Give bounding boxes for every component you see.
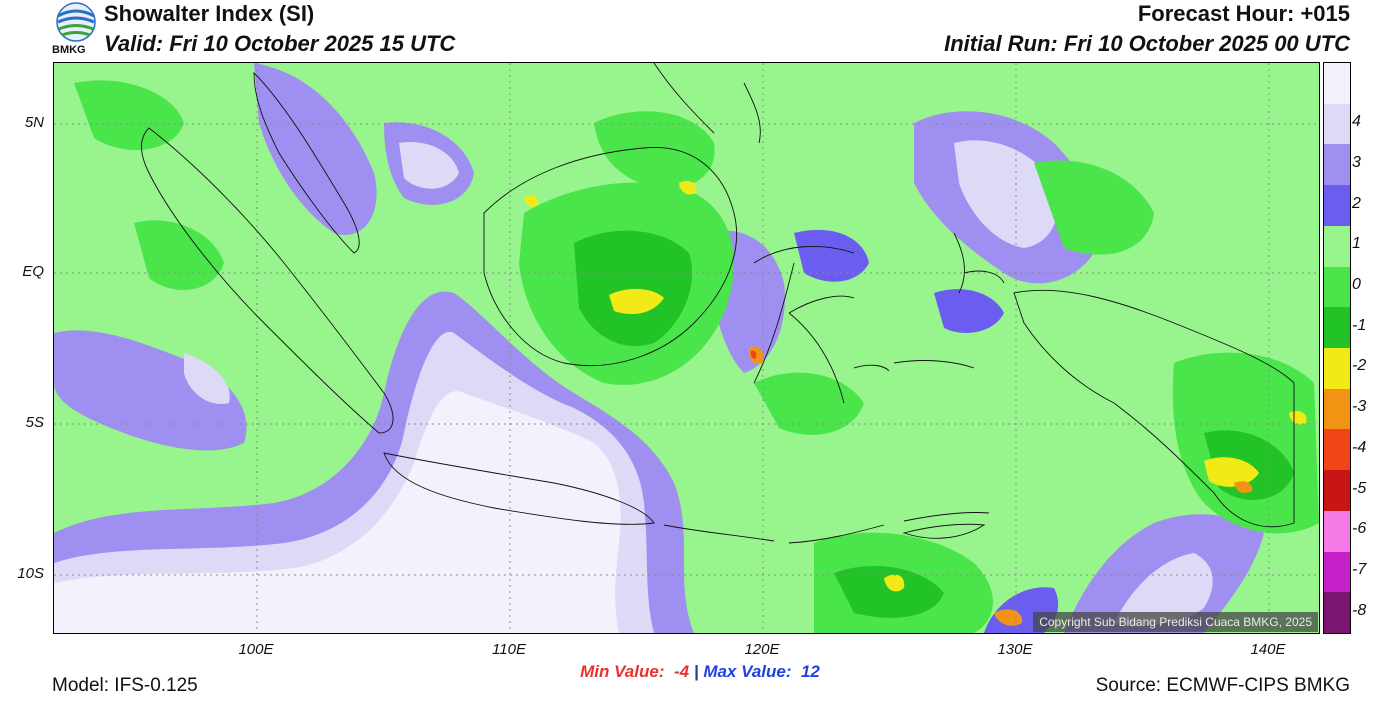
lon-label-120e: 120E [744,641,780,658]
logo-text: BMKG [52,44,86,56]
lon-label-110e: 110E [492,641,526,658]
colorbar-label: 1 [1352,235,1361,253]
coastlines [141,63,1295,544]
colorbar-label: 2 [1352,194,1361,212]
colorbar-segment [1324,551,1350,593]
forecast-hour: Forecast Hour: +015 [1137,1,1350,26]
colorbar-segment [1324,266,1350,308]
colorbar-label: 3 [1352,153,1361,171]
lat-label-5n: 5N [24,114,44,131]
lat-label-eq: EQ [22,263,44,280]
colorbar-segment [1324,144,1350,186]
si-map: Copyright Sub Bidang Prediksi Cuaca BMKG… [53,62,1320,634]
max-value-label: Max Value: [703,662,792,681]
min-value-text: Min Value: -4 [580,662,689,681]
valid-time: Valid: Fri 10 October 2025 15 UTC [104,31,456,56]
colorbar-segment [1324,103,1350,145]
model-label: Model: IFS-0.125 [52,675,198,696]
colorbar-label: -4 [1352,438,1367,456]
lon-label-100e: 100E [238,641,274,658]
chart-title: Showalter Index (SI) [104,1,315,26]
source-label: Source: ECMWF-CIPS BMKG [1095,675,1350,696]
colorbar [1323,62,1351,634]
lat-label-5s: 5S [25,414,44,431]
colorbar-segment [1324,510,1350,553]
colorbar-label: 0 [1352,275,1361,293]
lon-label-130e: 130E [997,641,1033,658]
colorbar-segment [1324,470,1350,512]
colorbar-label: 4 [1352,113,1361,131]
colorbar-label: -6 [1352,520,1367,538]
separator: | [693,662,699,681]
initial-run: Initial Run: Fri 10 October 2025 00 UTC [944,31,1350,56]
colorbar-segment [1324,185,1350,227]
max-value: 12 [800,662,820,681]
colorbar-segment [1324,429,1350,471]
lon-label-140e: 140E [1250,641,1286,658]
min-value: -4 [673,662,690,681]
copyright-note: Copyright Sub Bidang Prediksi Cuaca BMKG… [1033,612,1318,632]
colorbar-label: -3 [1352,398,1367,416]
colorbar-label: -7 [1352,560,1367,578]
colorbar-label: -2 [1352,357,1367,375]
colorbar-segment [1324,388,1350,430]
colorbar-label: -8 [1352,601,1367,619]
min-max-values: Min Value: -4 | Max Value: 12 [0,662,1400,682]
lat-label-10s: 10S [17,565,44,582]
min-value-label: Min Value: [580,662,665,681]
colorbar-segment [1324,307,1350,349]
colorbar-segment [1324,592,1350,634]
map-field [54,63,1319,633]
bmkg-logo [52,2,100,62]
colorbar-segment [1324,348,1350,390]
colorbar-label: -5 [1352,479,1367,497]
colorbar-segment [1324,225,1350,268]
max-value-text: Max Value: 12 [703,662,820,681]
colorbar-label: -1 [1352,316,1367,334]
colorbar-segment [1324,63,1350,105]
